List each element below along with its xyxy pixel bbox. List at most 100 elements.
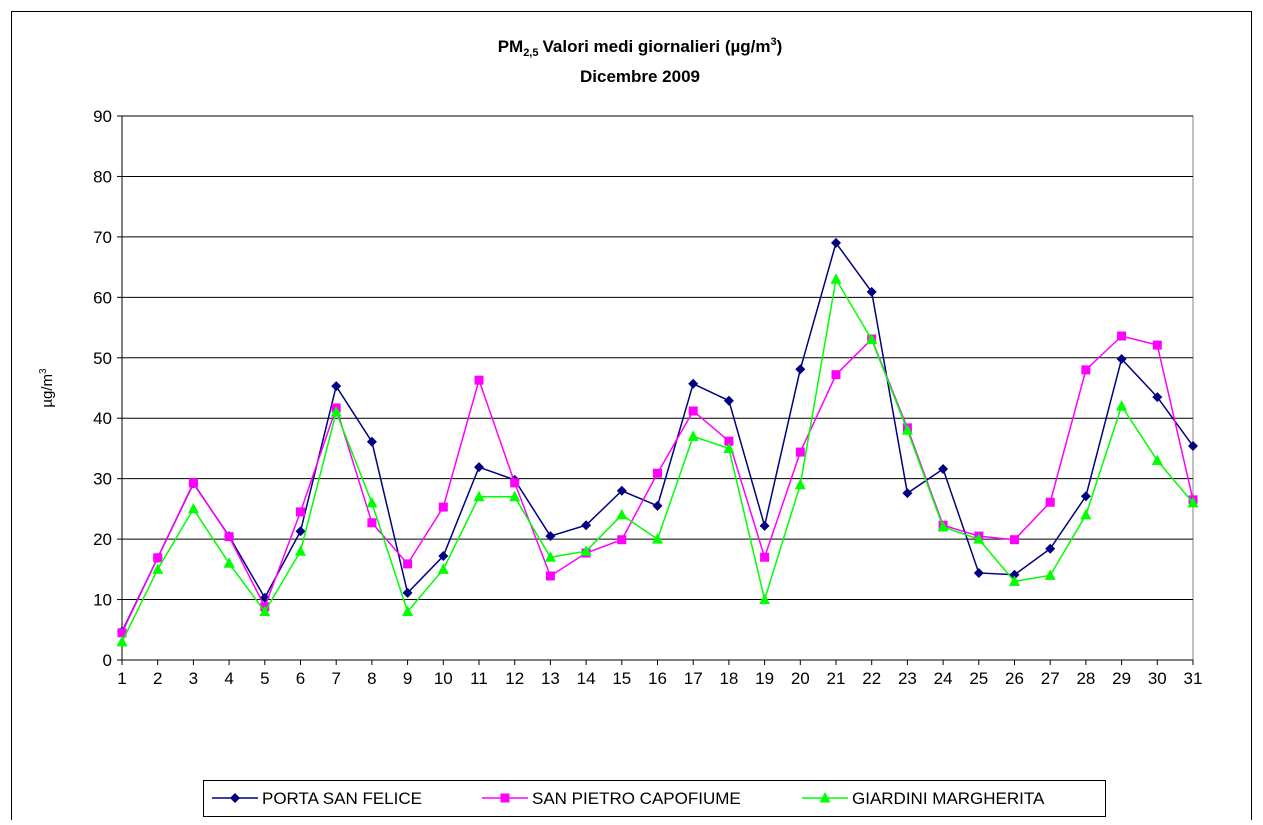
marker: [403, 559, 413, 569]
title-sub: 2,5: [523, 47, 538, 59]
legend-label: SAN PIETRO CAPOFIUME: [532, 789, 741, 808]
marker: [760, 552, 770, 562]
marker: [1151, 454, 1163, 466]
marker: [510, 478, 520, 488]
legend: PORTA SAN FELICE SAN PIETRO CAPOFIUME GIAR…: [203, 780, 1106, 817]
marker: [296, 507, 305, 517]
marker: [617, 535, 627, 545]
marker: [1009, 569, 1020, 580]
title-sup: 3: [771, 36, 777, 48]
marker: [230, 793, 240, 803]
marker: [688, 406, 698, 416]
x-tick-label: 15: [612, 669, 631, 688]
marker: [688, 378, 699, 389]
marker: [759, 593, 771, 605]
marker: [723, 442, 735, 453]
chart-title: PM2,5 Valori medi giornalieri (µg/m3): [498, 36, 783, 59]
marker: [795, 364, 806, 375]
marker: [1044, 569, 1056, 580]
marker: [1045, 497, 1055, 507]
y-tick-label: 80: [93, 167, 112, 186]
marker: [724, 436, 734, 446]
marker: [1152, 392, 1163, 403]
marker: [259, 605, 271, 617]
x-tick-label: 24: [934, 669, 953, 688]
marker: [937, 521, 949, 532]
ylabel-sup: 3: [38, 368, 49, 374]
marker: [794, 478, 806, 490]
x-tick-label: 8: [367, 669, 376, 688]
marker: [819, 792, 831, 803]
y-tick-label: 10: [93, 591, 112, 610]
y-tick-label: 40: [93, 409, 112, 428]
marker: [1080, 491, 1091, 502]
x-tick-label: 4: [224, 669, 233, 688]
x-tick-label: 7: [331, 669, 340, 688]
marker: [187, 502, 199, 514]
y-tick-label: 50: [93, 349, 112, 368]
marker: [1045, 543, 1056, 554]
marker: [402, 587, 413, 598]
marker: [438, 551, 449, 562]
x-tick-label: 12: [505, 669, 524, 688]
x-tick-label: 21: [827, 669, 846, 688]
marker: [509, 490, 521, 502]
y-axis-label: µg/m3: [38, 368, 56, 408]
marker: [331, 381, 342, 392]
marker: [723, 395, 734, 406]
x-tick-label: 27: [1041, 669, 1060, 688]
x-tick-label: 25: [969, 669, 988, 688]
marker: [1117, 331, 1127, 341]
marker: [831, 237, 841, 248]
marker: [152, 563, 164, 574]
marker: [830, 273, 842, 284]
marker: [652, 500, 663, 511]
title-part: ): [777, 37, 783, 56]
marker: [188, 478, 198, 488]
x-tick-label: 13: [541, 669, 560, 688]
marker: [1081, 365, 1091, 375]
marker: [973, 533, 985, 544]
x-tick-label: 5: [260, 669, 269, 688]
x-tick-label: 20: [791, 669, 810, 688]
marker: [437, 563, 449, 574]
y-tick-label: 20: [93, 530, 112, 549]
marker: [687, 430, 699, 441]
x-tick-label: 10: [434, 669, 453, 688]
marker: [795, 447, 805, 457]
marker: [153, 553, 163, 563]
marker: [545, 571, 555, 581]
marker: [474, 462, 484, 473]
marker: [1188, 441, 1198, 452]
x-tick-label: 16: [648, 669, 667, 688]
marker: [500, 793, 510, 803]
legend-box: [203, 780, 1106, 817]
legend-label: PORTA SAN FELICE: [262, 789, 422, 808]
marker: [1116, 400, 1128, 411]
marker: [116, 635, 128, 647]
marker: [652, 533, 663, 544]
y-tick-label: 90: [93, 107, 112, 126]
marker: [544, 551, 556, 562]
marker: [902, 488, 913, 499]
marker: [295, 526, 306, 537]
marker: [901, 424, 913, 435]
marker: [973, 567, 984, 578]
marker: [616, 485, 627, 496]
x-tick-label: 2: [153, 669, 162, 688]
ylabel-part: µg/m: [39, 374, 56, 408]
marker: [367, 518, 377, 528]
marker: [1116, 353, 1127, 364]
x-tick-label: 1: [117, 669, 126, 688]
marker: [866, 286, 877, 297]
marker: [938, 463, 949, 474]
title-part: PM: [498, 37, 524, 56]
marker: [616, 508, 628, 520]
marker: [545, 531, 556, 542]
x-tick-label: 19: [755, 669, 774, 688]
x-tick-label: 14: [577, 669, 596, 688]
legend-label: GIARDINI MARGHERITA: [852, 789, 1045, 808]
title-part: Valori medi giornalieri (µg/m: [542, 37, 770, 56]
